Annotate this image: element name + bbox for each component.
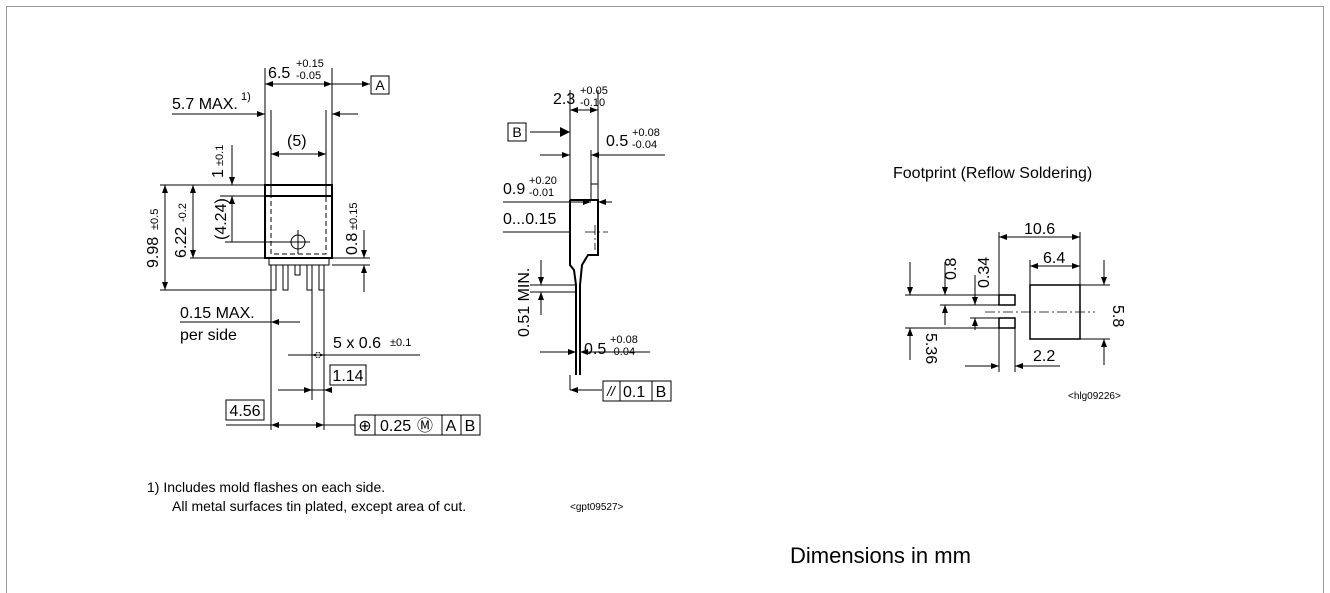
dim: 4.56 <box>229 403 260 420</box>
tol: +0.15 <box>296 58 324 70</box>
basic-box <box>329 364 367 386</box>
footprint-title: Footprint (Reflow Soldering) <box>893 165 1092 182</box>
frame <box>6 6 1324 593</box>
tolerance: 0.1 <box>623 384 645 401</box>
dim: 10.6 <box>1024 221 1055 238</box>
drawing-id: <hlg09226> <box>1068 391 1121 402</box>
parallelism-frame <box>602 380 672 402</box>
tol: -0.10 <box>580 97 605 109</box>
note-ref: 1) <box>241 91 251 103</box>
dim: 5.8 <box>1109 305 1126 327</box>
dim: 9.98 <box>145 237 162 268</box>
tol: ±0.15 <box>348 203 360 230</box>
tolerance: 0.25 <box>380 418 411 435</box>
dim: 2.2 <box>1033 348 1055 365</box>
tol: ±0.5 <box>149 209 161 230</box>
tol: +0.20 <box>529 175 557 187</box>
dim: 0.5 <box>606 133 628 150</box>
dim: 6.4 <box>1043 250 1065 267</box>
dim: 1 <box>210 169 227 178</box>
tol: -0.01 <box>529 187 554 199</box>
note: 1) Includes mold flashes on each side. <box>147 479 385 495</box>
datum-box <box>507 122 527 142</box>
dim: 0...0.15 <box>503 211 556 228</box>
front-view <box>160 68 420 430</box>
tol: -0.04 <box>610 346 635 358</box>
symbol: Ⓜ <box>417 417 433 435</box>
symbol: // <box>606 383 617 399</box>
dim: (5) <box>287 133 307 150</box>
tol: -0.2 <box>177 203 189 222</box>
drawing-id: <gpt09527> <box>570 502 624 513</box>
tol: ±0.1 <box>214 145 226 166</box>
tol: +0.05 <box>580 85 608 97</box>
tol: -0.04 <box>632 139 657 151</box>
side-view <box>503 90 665 393</box>
datum-box <box>370 75 390 95</box>
position-frame <box>354 414 481 436</box>
datum: B <box>656 384 667 401</box>
dim: 6.5 <box>268 65 290 82</box>
dim: 5.7 MAX. <box>172 96 238 113</box>
dim: (4.24) <box>213 198 230 240</box>
dim: 5.36 <box>922 333 939 364</box>
datum: A <box>446 418 457 435</box>
datum: B <box>512 124 521 140</box>
dim: 0.15 MAX. <box>180 305 255 322</box>
datum: A <box>375 77 385 93</box>
dim: 0.8 <box>943 258 960 280</box>
tol: -0.05 <box>296 70 321 82</box>
dim: 0.9 <box>503 181 525 198</box>
dim: 2.3 <box>553 91 575 108</box>
dim: 6.22 <box>173 227 190 258</box>
dim: 0.5 <box>584 341 606 358</box>
tol: +0.08 <box>632 127 660 139</box>
note: All metal surfaces tin plated, except ar… <box>172 498 466 514</box>
dim: per side <box>180 327 237 344</box>
units-note: Dimensions in mm <box>790 543 971 568</box>
dim: 0.8 <box>344 233 361 255</box>
tol: +0.08 <box>610 334 638 346</box>
dim: 1.14 <box>332 368 363 385</box>
dim: 5 x 0.6 <box>333 335 381 352</box>
dim: 0.34 <box>976 257 993 288</box>
tol: ±0.1 <box>390 337 411 349</box>
datum: B <box>465 418 476 435</box>
footprint <box>905 232 1110 372</box>
dim: 0.51 MIN. <box>516 268 533 337</box>
symbol: ⊕ <box>358 418 371 435</box>
basic-box <box>225 399 265 421</box>
